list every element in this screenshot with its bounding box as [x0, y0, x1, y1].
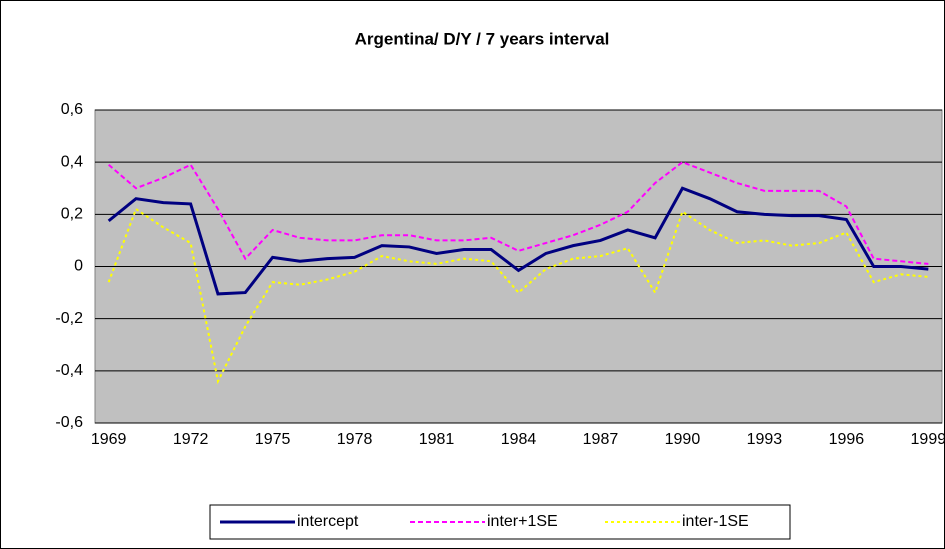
x-tick-label: 1987: [583, 431, 619, 448]
y-tick-label: 0,6: [61, 101, 83, 118]
series-line: [107, 186, 929, 296]
legend-label: intercept: [297, 513, 359, 530]
y-tick-label: 0,4: [61, 153, 83, 170]
y-tick-label: -0,2: [55, 310, 83, 327]
y-tick-label: -0,6: [55, 414, 83, 431]
x-tick-label: 1981: [419, 431, 455, 448]
series-line: [107, 207, 929, 385]
x-tick-label: 1978: [337, 431, 373, 448]
x-tick-label: 1993: [747, 431, 783, 448]
legend-label: inter+1SE: [487, 513, 558, 530]
x-tick-label: 1990: [665, 431, 701, 448]
y-tick-label: -0,4: [55, 362, 83, 379]
chart-title: Argentina/ D/Y / 7 years interval: [355, 29, 610, 48]
legend-box: [209, 504, 791, 540]
series-line: [108, 161, 929, 265]
y-tick-label: 0,2: [61, 206, 83, 223]
y-tick-label: 0: [74, 258, 83, 275]
x-tick-label: 1984: [501, 431, 537, 448]
x-tick-label: 1996: [829, 431, 865, 448]
x-tick-label: 1972: [173, 431, 209, 448]
x-tick-label: 1969: [91, 431, 127, 448]
legend-label: inter-1SE: [682, 513, 749, 530]
x-tick-label: 1975: [255, 431, 291, 448]
x-tick-label: 1999: [911, 431, 945, 448]
